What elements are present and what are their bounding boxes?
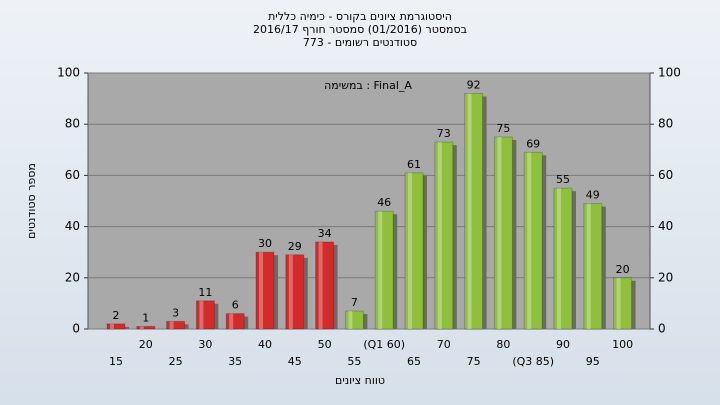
y2-tick-label: 20 (658, 270, 673, 284)
y2-tick-label: 100 (658, 66, 681, 80)
bar (106, 323, 126, 330)
value-label: 49 (586, 189, 600, 202)
bar (285, 254, 305, 330)
y2-tick-label: 80 (658, 117, 673, 131)
bar-highlight (139, 326, 144, 329)
bar-highlight (408, 172, 412, 329)
bar-highlight (616, 277, 621, 329)
title-line: היסטוגרמת ציונים בקורס - כימיה כללית (268, 10, 452, 23)
value-label: 73 (437, 127, 451, 140)
bar-highlight (437, 142, 442, 329)
bar-highlight (497, 137, 502, 329)
bar (583, 203, 603, 330)
bar (255, 251, 275, 330)
x-tick-label: 90 (556, 338, 570, 351)
x-tick-label: 55 (347, 355, 361, 368)
x-tick-label: 40 (258, 338, 272, 351)
bar-highlight (199, 300, 204, 329)
bar (225, 313, 245, 330)
y-tick-label: 0 (72, 322, 80, 336)
bar (493, 136, 513, 330)
bar-highlight (288, 254, 293, 329)
bar-highlight (348, 311, 353, 329)
value-label: 46 (377, 196, 391, 209)
bar (553, 187, 573, 330)
x-tick-label: 30 (198, 338, 212, 351)
value-label: 2 (113, 309, 120, 322)
bar (523, 151, 543, 330)
value-label: 20 (616, 263, 630, 276)
bar (374, 210, 394, 330)
bar-highlight (318, 241, 323, 329)
y2-tick-label: 60 (658, 168, 673, 182)
bar-highlight (169, 321, 174, 329)
value-label: 55 (556, 173, 570, 186)
value-label: 61 (407, 158, 421, 171)
x-tick-label: 65 (407, 355, 421, 368)
value-label: 69 (526, 137, 540, 150)
x-tick-label: 50 (318, 338, 332, 351)
bar (613, 277, 633, 330)
value-label: 7 (351, 296, 358, 309)
x-tick-label: 25 (169, 355, 183, 368)
y-tick-label: 60 (65, 168, 80, 182)
y-tick-label: 80 (65, 117, 80, 131)
x-tick-label: 95 (586, 355, 600, 368)
x-tick-label: 45 (288, 355, 302, 368)
x-tick-label: 75 (467, 355, 481, 368)
bar (195, 300, 215, 330)
x-tick-label: 70 (437, 338, 451, 351)
x-tick-label: 80 (496, 338, 510, 351)
bar (166, 320, 186, 330)
value-label: 11 (198, 286, 212, 299)
value-label: 3 (172, 306, 179, 319)
bar-highlight (229, 313, 234, 329)
x-tick-label: 100 (612, 338, 633, 351)
title-line: בסמסטר (01/2016) סמסטר חורף 2016/17 (253, 23, 467, 36)
x-tick-label: 35 (228, 355, 242, 368)
y-tick-label: 40 (65, 219, 80, 233)
y-tick-label: 100 (57, 66, 80, 80)
bar (136, 325, 156, 330)
bar-highlight (378, 211, 383, 329)
bar (344, 310, 364, 330)
bar-highlight (527, 152, 532, 329)
value-label: 1 (142, 311, 149, 324)
value-label: 92 (467, 78, 481, 91)
annotation: במשימה : Final_A (324, 79, 412, 92)
x-axis-label: טווח ציונים (335, 374, 385, 387)
bar-highlight (259, 252, 263, 329)
title-line: סטודנטים רשומים - 773 (303, 36, 417, 49)
y2-tick-label: 40 (658, 219, 673, 233)
value-label: 29 (288, 240, 302, 253)
bar (315, 241, 335, 330)
bar (464, 92, 484, 330)
y-axis-label: מספר סטודנטים (25, 163, 38, 239)
x-tick-label: (Q3 85) (512, 355, 554, 368)
bar (434, 141, 454, 330)
x-tick-label: 15 (109, 355, 123, 368)
y2-tick-label: 0 (658, 322, 666, 336)
y-tick-label: 20 (65, 270, 80, 284)
value-label: 75 (496, 122, 510, 135)
value-label: 30 (258, 237, 272, 250)
x-tick-label: (Q1 60) (363, 338, 405, 351)
bar-highlight (586, 203, 591, 329)
value-label: 34 (318, 227, 332, 240)
bar-highlight (467, 93, 472, 329)
value-label: 6 (232, 299, 239, 312)
bar-highlight (110, 323, 114, 329)
bar (404, 172, 424, 330)
x-tick-label: 20 (139, 338, 153, 351)
bar-highlight (557, 188, 561, 329)
